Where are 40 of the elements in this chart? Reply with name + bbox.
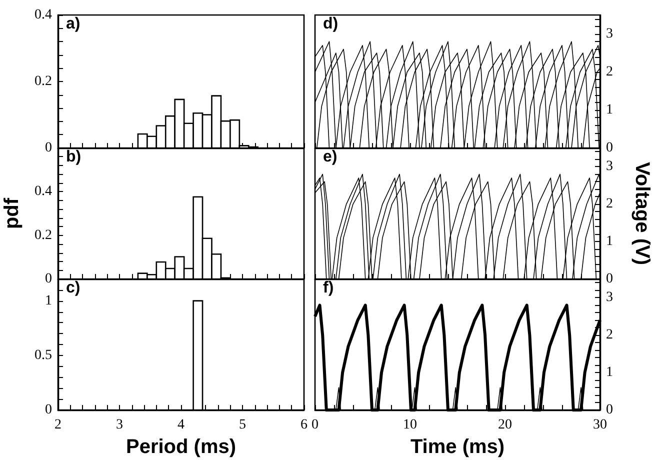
chart-title: f) xyxy=(323,280,334,296)
chart-title: c) xyxy=(66,280,80,296)
y-tick-label: 3 xyxy=(606,26,613,42)
y-tick-label: 1 xyxy=(606,102,613,118)
y-tick-label: 0 xyxy=(606,140,613,156)
x-axis-title: Period (ms) xyxy=(126,436,236,458)
y-tick-label: 1 xyxy=(606,365,613,380)
x-axis-title: Time (ms) xyxy=(410,436,505,458)
x-tick-label: 2 xyxy=(54,418,62,432)
x-tick-label: 3 xyxy=(116,418,123,432)
x-tick-label: 6 xyxy=(300,418,308,432)
y-tick-label: 0 xyxy=(45,272,52,286)
y-tick-label: 0.2 xyxy=(34,74,52,89)
x-tick-label: 0 xyxy=(312,418,318,432)
y-tick-label: 1 xyxy=(45,293,52,308)
chart-title: e) xyxy=(323,148,338,166)
x-tick-label: 20 xyxy=(498,418,512,432)
y-tick-label: 2 xyxy=(606,328,613,343)
y-tick-label: 0 xyxy=(45,140,52,156)
y-tick-label: 3 xyxy=(606,290,613,306)
chart-title: a) xyxy=(66,16,80,32)
x-tick-label: 5 xyxy=(239,418,246,432)
y-tick-label: 0 xyxy=(606,402,613,418)
y-tick-label: 0 xyxy=(606,272,613,286)
chart-title: b) xyxy=(66,148,82,166)
y-tick-label: 3 xyxy=(606,159,613,174)
y-tick-label: 2 xyxy=(606,64,613,80)
y-tick-label: 0.5 xyxy=(34,348,52,363)
y-tick-label: 0.4 xyxy=(34,8,52,22)
x-tick-label: 30 xyxy=(593,418,607,432)
y-tick-label: 0.4 xyxy=(34,184,52,200)
x-tick-label: 4 xyxy=(178,418,184,432)
x-tick-label: 10 xyxy=(403,418,417,432)
chart-title: d) xyxy=(323,16,338,32)
y-tick-label: 0 xyxy=(45,402,52,418)
y-tick-label: 0.2 xyxy=(34,228,52,243)
y-axis-title: pdf xyxy=(1,198,23,230)
y2-axis-title: Voltage (V) xyxy=(631,162,653,265)
y-tick-label: 2 xyxy=(606,196,613,212)
y-tick-label: 1 xyxy=(606,234,613,250)
